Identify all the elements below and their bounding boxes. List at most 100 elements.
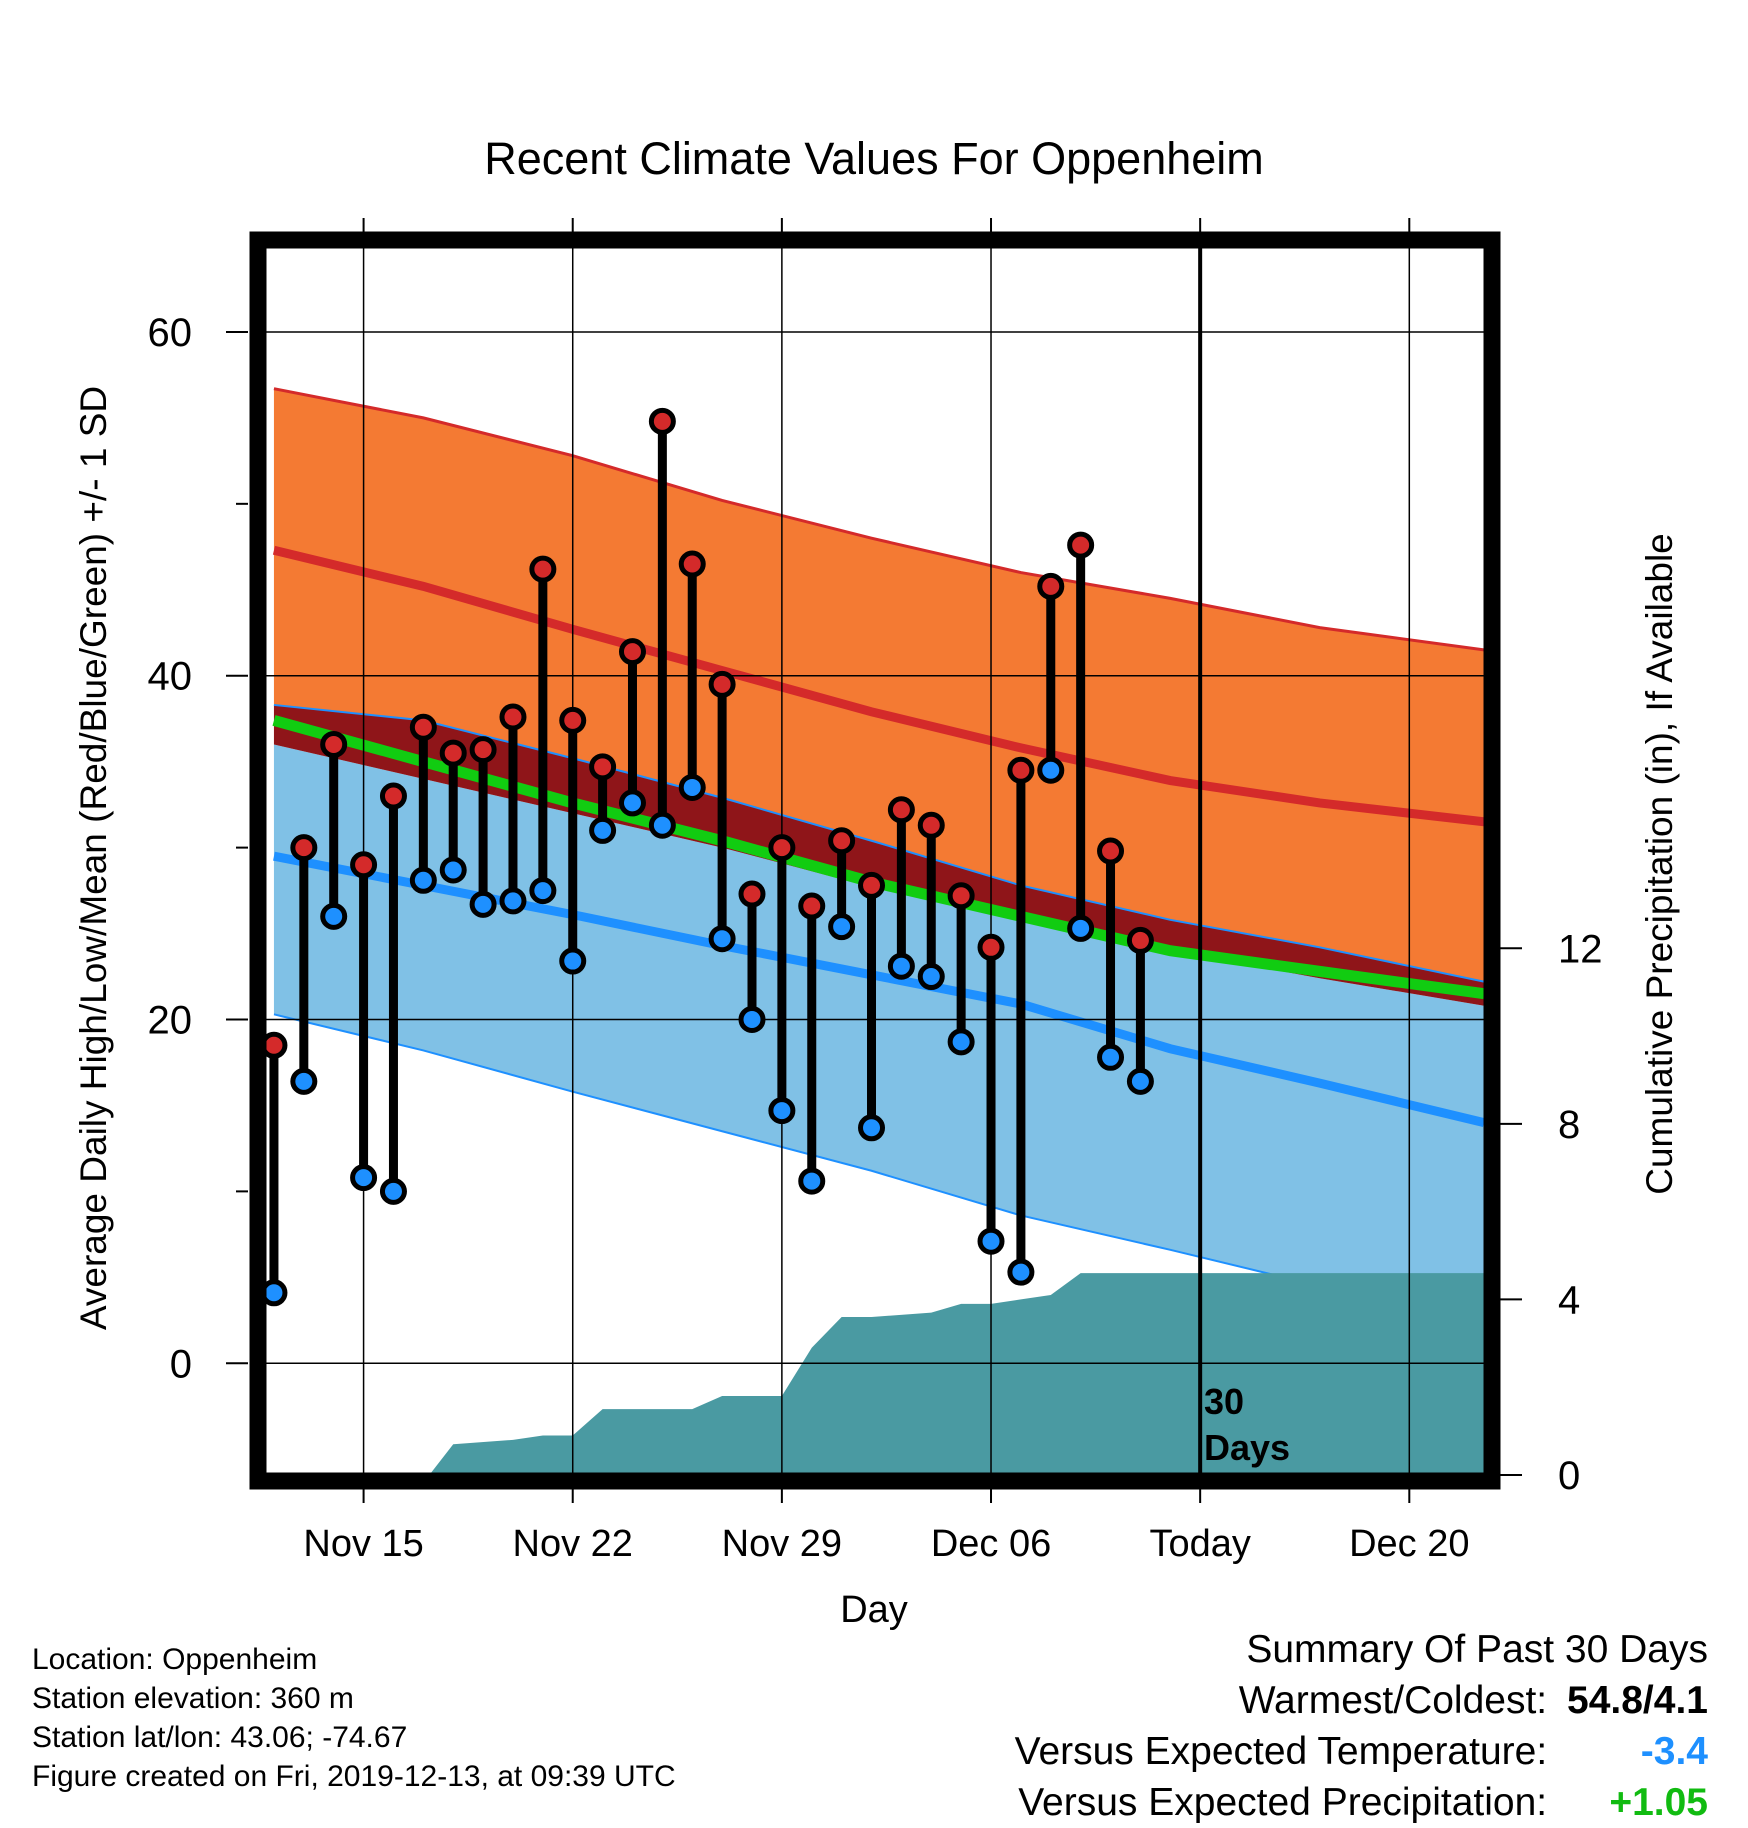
x-tick-label: Nov 29 bbox=[722, 1523, 842, 1565]
warmest-coldest-value: 54.8/4.1 bbox=[1567, 1679, 1708, 1722]
observed-low-marker bbox=[977, 1227, 1005, 1255]
high-upper-edge bbox=[273, 387, 1484, 652]
plot-area bbox=[260, 246, 1484, 1475]
precipitation-area bbox=[262, 1273, 1484, 1475]
summary-precip-row: Versus Expected Precipitation: +1.05 bbox=[1015, 1777, 1708, 1828]
y-tick-label: 20 bbox=[148, 998, 193, 1042]
x-tick-label: Dec 06 bbox=[931, 1523, 1051, 1565]
temp-departure-label: Versus Expected Temperature: bbox=[1014, 1730, 1548, 1773]
station-info: Location: Oppenheim Station elevation: 3… bbox=[32, 1640, 676, 1796]
observed-low-marker bbox=[648, 811, 676, 839]
y-tick-label: 40 bbox=[148, 655, 193, 699]
observed-high-marker bbox=[529, 555, 557, 583]
observed-low-marker bbox=[1097, 1043, 1125, 1071]
observed-low-marker bbox=[1037, 756, 1065, 784]
y2-tick-label: 4 bbox=[1558, 1278, 1580, 1322]
today-label-line1: 30 bbox=[1204, 1381, 1244, 1422]
observed-high-marker bbox=[977, 933, 1005, 961]
observed-low-marker bbox=[1067, 914, 1095, 942]
observed-high-marker bbox=[1097, 837, 1125, 865]
x-tick-label: Nov 22 bbox=[513, 1523, 633, 1565]
normal-high-line bbox=[272, 545, 1484, 827]
observed-low-marker bbox=[320, 902, 348, 930]
observed-high-marker bbox=[589, 753, 617, 781]
observed-high-marker bbox=[887, 796, 915, 824]
observed-low-marker bbox=[828, 913, 856, 941]
x-tick-label: Dec 20 bbox=[1349, 1523, 1469, 1565]
observed-high-marker bbox=[1067, 531, 1095, 559]
observed-high-marker bbox=[439, 739, 467, 767]
observed-low-marker bbox=[917, 963, 945, 991]
observed-low-marker bbox=[947, 1028, 975, 1056]
observed-high-marker bbox=[320, 730, 348, 758]
temp-departure-value: -3.4 bbox=[1640, 1730, 1708, 1773]
observed-low-marker bbox=[858, 1114, 886, 1142]
observed-low-marker bbox=[559, 947, 587, 975]
chart-title: Recent Climate Values For Oppenheim bbox=[484, 133, 1264, 184]
observed-high-marker bbox=[350, 851, 378, 879]
high-lower-edge bbox=[273, 703, 1484, 983]
latlon-text: Station lat/lon: 43.06; -74.67 bbox=[32, 1721, 408, 1754]
observed-high-marker bbox=[768, 834, 796, 862]
observed-low-marker bbox=[798, 1167, 826, 1195]
observed-high-marker bbox=[858, 871, 886, 899]
y-tick-label: 0 bbox=[170, 1342, 192, 1386]
observed-low-marker bbox=[589, 816, 617, 844]
y-axis-label: Average Daily High/Low/Mean (Red/Blue/Gr… bbox=[73, 386, 114, 1330]
plot-frame bbox=[249, 231, 1501, 1490]
y2-tick-label: 8 bbox=[1558, 1103, 1580, 1147]
observed-high-marker bbox=[1126, 926, 1154, 954]
x-tick-label: Nov 15 bbox=[303, 1523, 423, 1565]
observed-high-marker bbox=[648, 407, 676, 435]
precip-departure-label: Versus Expected Precipitation: bbox=[1018, 1781, 1548, 1824]
observed-high-marker bbox=[678, 550, 706, 578]
observed-high-marker bbox=[947, 882, 975, 910]
x-axis-label: Day bbox=[840, 1589, 908, 1631]
observed-high-marker bbox=[1007, 756, 1035, 784]
high-normal-band bbox=[273, 388, 1484, 982]
observed-low-marker bbox=[618, 789, 646, 817]
observed-high-marker bbox=[379, 782, 407, 810]
observed-low-marker bbox=[439, 856, 467, 884]
y2-tick-label: 12 bbox=[1558, 927, 1603, 971]
observed-low-marker bbox=[379, 1177, 407, 1205]
observed-high-marker bbox=[828, 827, 856, 855]
observed-low-marker bbox=[409, 866, 437, 894]
observed-low-marker bbox=[887, 952, 915, 980]
observed-low-marker bbox=[1126, 1067, 1154, 1095]
observed-low-marker bbox=[529, 877, 557, 905]
summary-warmest-coldest-row: Warmest/Coldest: 54.8/4.1 bbox=[1015, 1675, 1708, 1726]
x-tick-label: Today bbox=[1149, 1523, 1250, 1565]
observed-low-marker bbox=[350, 1164, 378, 1192]
y-tick-label: 60 bbox=[148, 311, 193, 355]
observed-high-marker bbox=[917, 811, 945, 839]
observed-high-marker bbox=[409, 713, 437, 741]
observed-high-marker bbox=[708, 670, 736, 698]
y2-tick-label: 0 bbox=[1558, 1454, 1580, 1498]
observed-low-marker bbox=[708, 925, 736, 953]
elevation-text: Station elevation: 360 m bbox=[32, 1682, 354, 1715]
observed-high-marker bbox=[738, 880, 766, 908]
summary-title: Summary Of Past 30 Days bbox=[1246, 1628, 1708, 1671]
observed-low-marker bbox=[738, 1005, 766, 1033]
observed-high-marker bbox=[469, 736, 497, 764]
observed-low-marker bbox=[678, 773, 706, 801]
summary-panel: Summary Of Past 30 Days Warmest/Coldest:… bbox=[1015, 1624, 1708, 1828]
observed-low-marker bbox=[499, 887, 527, 915]
observed-high-marker bbox=[1037, 572, 1065, 600]
observed-low-marker bbox=[768, 1097, 796, 1125]
observed-low-marker bbox=[1007, 1258, 1035, 1286]
observed-high-marker bbox=[559, 706, 587, 734]
observed-high-marker bbox=[499, 703, 527, 731]
axes: Nov 15 Nov 22 Nov 29 Dec 06 Today Dec 2002040… bbox=[148, 218, 1603, 1565]
created-text: Figure created on Fri, 2019-12-13, at 09… bbox=[32, 1760, 676, 1793]
location-text: Location: Oppenheim bbox=[32, 1643, 318, 1676]
observed-high-marker bbox=[290, 834, 318, 862]
precip-departure-value: +1.05 bbox=[1609, 1781, 1708, 1824]
warmest-coldest-label: Warmest/Coldest: bbox=[1238, 1679, 1548, 1722]
observed-low-marker bbox=[469, 890, 497, 918]
y2-axis-label: Cumulative Precipitation (in), If Availa… bbox=[1639, 533, 1680, 1195]
summary-temp-row: Versus Expected Temperature: -3.4 bbox=[1015, 1726, 1708, 1777]
observed-high-marker bbox=[798, 892, 826, 920]
